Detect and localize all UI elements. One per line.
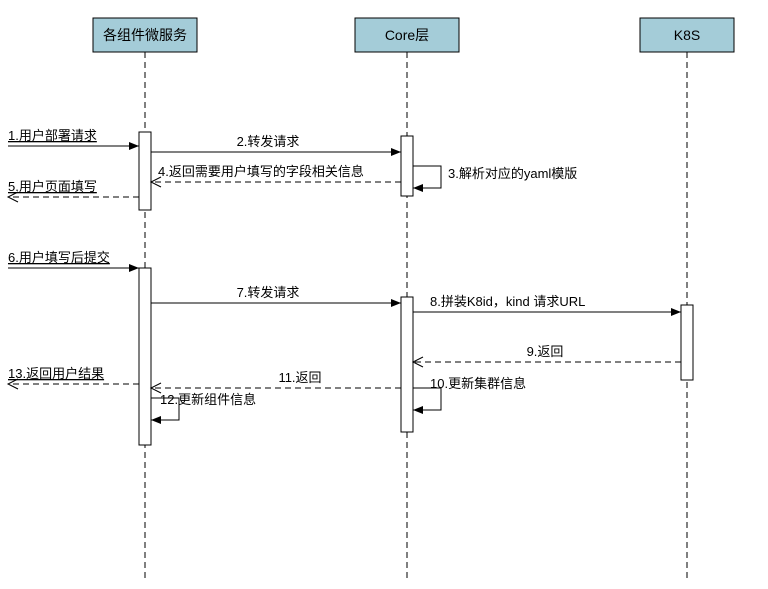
message-1: 1.用户部署请求 [8,128,139,150]
participant-label-core: Core层 [385,27,429,43]
message-label-9: 9.返回 [527,344,564,359]
message-9: 9.返回 [413,344,681,367]
activation-core-1 [401,136,413,196]
participant-label-k8s: K8S [674,27,700,43]
message-label-2: 2.转发请求 [237,134,300,149]
message-6: 6.用户填写后提交 [8,250,139,272]
message-label-8: 8.拼装K8id，kind 请求URL [430,294,585,309]
message-label-3: 3.解析对应的yaml模版 [448,166,577,181]
message-label-4: 4.返回需要用户填写的字段相关信息 [158,164,364,179]
activation-core-3 [401,297,413,432]
message-2: 2.转发请求 [151,134,401,156]
activation-k8s-4 [681,305,693,380]
message-label-11: 11.返回 [278,370,321,385]
message-12: 12.更新组件信息 [151,392,256,424]
message-label-6: 6.用户填写后提交 [8,250,110,265]
message-8: 8.拼装K8id，kind 请求URL [413,294,681,316]
message-label-10: 10.更新集群信息 [430,376,526,391]
message-label-5: 5.用户页面填写 [8,179,97,194]
message-11: 11.返回 [151,370,401,393]
message-7: 7.转发请求 [151,285,401,307]
participant-label-svc: 各组件微服务 [103,27,187,43]
message-label-1: 1.用户部署请求 [8,128,97,143]
message-label-7: 7.转发请求 [237,285,300,300]
message-10: 10.更新集群信息 [413,376,526,414]
message-3: 3.解析对应的yaml模版 [413,166,577,192]
message-label-13: 13.返回用户结果 [8,366,104,381]
sequence-diagram: 各组件微服务 Core层 K8S 1.用户部署请求 2.转发请求 3.解析对应的yaml模… [0,0,768,589]
activation-svc-0 [139,132,151,210]
message-label-12: 12.更新组件信息 [160,392,256,407]
message-5: 5.用户页面填写 [8,179,139,202]
message-4: 4.返回需要用户填写的字段相关信息 [151,164,401,187]
activation-svc-2 [139,268,151,445]
message-13: 13.返回用户结果 [8,366,139,389]
